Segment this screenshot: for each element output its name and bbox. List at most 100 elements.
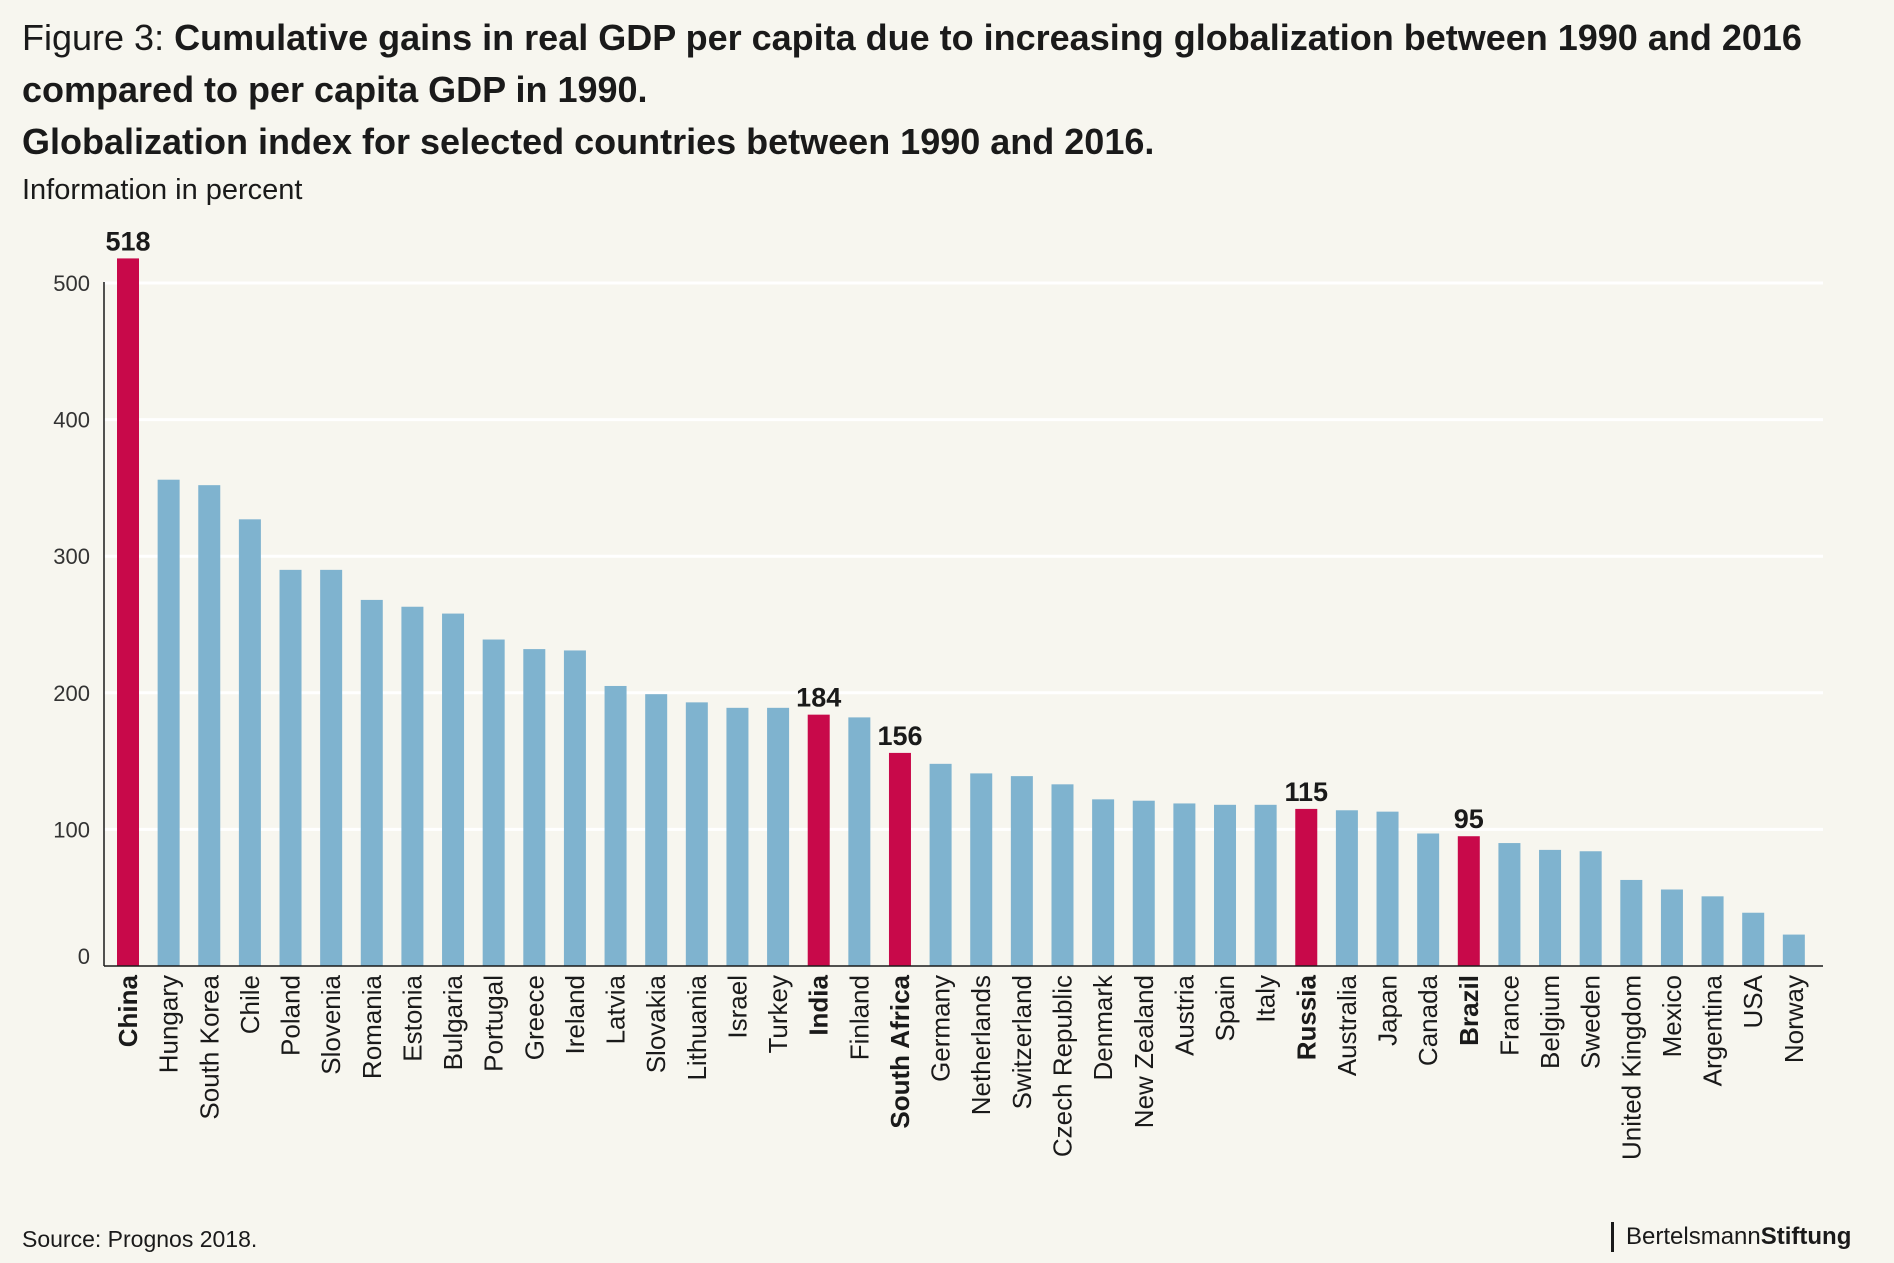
bar [279, 569, 302, 966]
bar [563, 650, 586, 966]
bar [888, 752, 911, 966]
x-tick-label: Portugal [479, 975, 509, 1072]
x-tick-label: Austria [1169, 974, 1199, 1055]
x-tick-label: Russia [1291, 974, 1321, 1060]
bar [1214, 804, 1237, 966]
figure-label: Figure 3: [22, 17, 165, 58]
x-tick-label: Switzerland [1007, 975, 1037, 1109]
publisher-logo: BertelsmannStiftung [1611, 1222, 1851, 1252]
bar [320, 569, 343, 966]
x-tick-label: Bulgaria [438, 974, 468, 1070]
bar [929, 763, 952, 966]
bar [1051, 784, 1074, 966]
bar [1457, 836, 1480, 966]
x-tick-label: Lithuania [682, 974, 712, 1080]
bar [1376, 811, 1399, 966]
bar [1539, 849, 1562, 966]
publisher-logo-bold: Stiftung [1760, 1223, 1852, 1250]
x-tick-label: Turkey [763, 975, 793, 1054]
bar [1173, 803, 1196, 966]
bar [1498, 843, 1521, 966]
bar [157, 479, 180, 966]
chart-title-text-1: Cumulative gains in real GDP per capita … [174, 17, 1802, 58]
bar [1254, 804, 1277, 966]
bar [1782, 934, 1805, 966]
bar [1742, 912, 1765, 966]
bar [198, 485, 221, 966]
data-label: 184 [796, 683, 841, 713]
bar [1660, 889, 1683, 966]
bar [726, 707, 749, 966]
bar [442, 613, 465, 966]
bar [685, 702, 708, 966]
x-tick-label: Slovakia [641, 974, 671, 1073]
x-tick-label: USA [1738, 974, 1768, 1028]
x-tick-label: South Korea [194, 974, 224, 1119]
y-tick-label: 200 [53, 681, 90, 706]
x-tick-label: Argentina [1698, 974, 1728, 1086]
bar [117, 258, 139, 966]
x-tick-label: Romania [357, 974, 387, 1079]
y-tick-label: 100 [53, 817, 90, 842]
x-tick-label: New Zealand [1129, 975, 1159, 1128]
x-tick-label: Denmark [1088, 974, 1118, 1080]
x-tick-label: Norway [1779, 975, 1809, 1063]
x-tick-label: Mexico [1657, 975, 1687, 1057]
bar [360, 599, 383, 966]
bar [1132, 800, 1155, 966]
x-tick-label: South Africa [885, 974, 915, 1128]
bar [401, 606, 424, 966]
x-tick-label: Japan [1373, 975, 1403, 1046]
y-tick-label: 500 [53, 271, 90, 296]
y-tick-label: 400 [53, 408, 90, 433]
bar [238, 519, 261, 966]
x-tick-label: Sweden [1576, 975, 1606, 1069]
publisher-logo-regular: Bertelsmann [1626, 1223, 1761, 1250]
x-tick-label: France [1494, 975, 1524, 1056]
x-tick-label: Spain [1210, 975, 1240, 1042]
data-label: 115 [1284, 777, 1328, 807]
x-tick-label: Canada [1413, 974, 1443, 1066]
chart-title-line-2: compared to per capita GDP in 1990. [22, 69, 648, 110]
x-tick-label: United Kingdom [1616, 975, 1646, 1160]
x-tick-label: Chile [235, 975, 265, 1034]
x-tick-label: Slovenia [316, 974, 346, 1074]
source-note: Source: Prognos 2018. [22, 1226, 258, 1252]
x-tick-label: Netherlands [966, 975, 996, 1115]
y-tick-label: 300 [53, 544, 90, 569]
data-label: 156 [877, 721, 922, 751]
x-tick-label: Greece [519, 975, 549, 1060]
bar [970, 773, 993, 966]
x-tick-label: Poland [276, 975, 306, 1056]
x-tick-label: Estonia [397, 974, 427, 1061]
data-label: 95 [1454, 804, 1484, 834]
chart-subtitle: Information in percent [22, 174, 303, 206]
x-tick-label: Belgium [1535, 975, 1565, 1069]
x-tick-label: China [113, 974, 143, 1047]
chart-title-line-3: Globalization index for selected countri… [22, 121, 1155, 162]
x-tick-label: Hungary [154, 975, 184, 1073]
x-tick-label: Germany [926, 975, 956, 1082]
bar [645, 694, 668, 966]
bar [482, 639, 505, 966]
bar [807, 714, 830, 966]
bar [848, 717, 871, 966]
x-tick-label: Latvia [601, 974, 631, 1044]
bar [1701, 896, 1724, 966]
x-tick-label: Finland [844, 975, 874, 1060]
x-tick-label: Ireland [560, 975, 590, 1055]
bar [1335, 810, 1358, 966]
bar [1579, 851, 1602, 966]
bar [1010, 776, 1033, 966]
x-tick-label: Brazil [1454, 975, 1484, 1046]
bar [1620, 879, 1643, 966]
y-tick-label: 0 [78, 944, 90, 969]
x-tick-label: Australia [1332, 974, 1362, 1076]
x-tick-label: Israel [722, 975, 752, 1039]
bar [523, 649, 546, 966]
bar [767, 707, 790, 966]
bar [1092, 799, 1115, 966]
x-tick-label: Italy [1251, 975, 1281, 1023]
data-label: 518 [105, 226, 150, 256]
